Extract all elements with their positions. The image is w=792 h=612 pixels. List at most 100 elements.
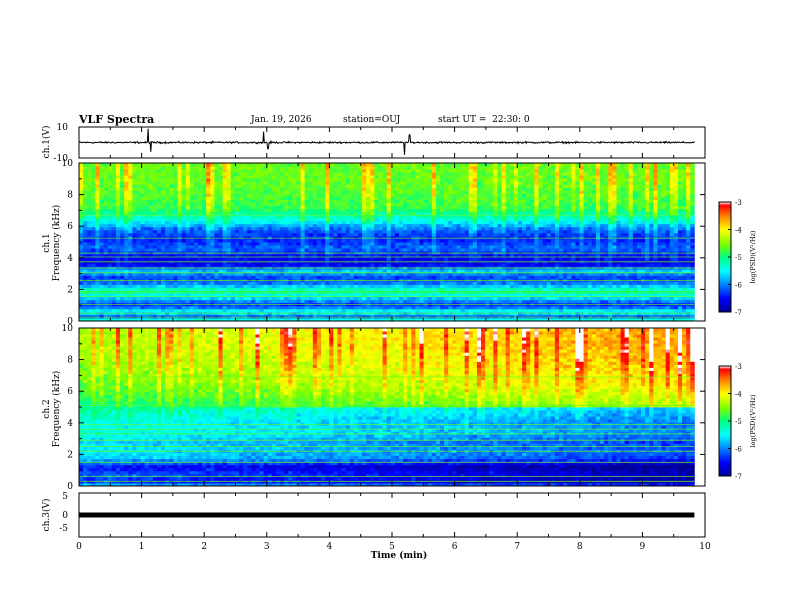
ch1-spectrogram-cell [255,314,260,319]
ch1-spectrogram-cell [165,299,170,304]
ch1-spectrogram-cell [632,287,638,292]
ch1-spectrogram-cell [444,308,449,313]
ch1-spectrogram-cell [144,314,150,319]
ch1-spectrogram-cell [448,269,453,273]
ch1-spectrogram-cell [156,263,162,267]
ch1-spectrogram-cell [628,245,634,249]
ch1-spectrogram-cell [251,257,256,261]
ch1-spectrogram-cell [558,242,564,246]
ch1-spectrogram-cell [636,299,642,304]
ch1-spectrogram-cell [312,272,318,276]
ch1-spectrogram-cell [653,290,658,295]
ch1-spectrogram-cell [415,314,420,319]
ch1-spectrogram-cell [571,287,576,292]
ch1-spectrogram-cell [222,220,228,225]
ch1-spectrogram-cell [398,257,404,261]
ch1-spectrogram-cell [444,314,449,319]
ch1-spectrogram-cell [538,281,543,285]
ch1-spectrogram-cell [185,296,191,301]
ch1-spectrogram-cell [411,254,416,258]
ch1-spectrogram-cell [312,299,318,304]
ch1-spectrogram-cell [550,248,556,252]
ch1-spectrogram-cell [497,317,502,322]
ch1-spectrogram-cell [686,308,691,313]
ch1-spectrogram-cell [284,223,289,228]
ch1-spectrogram-cell [370,235,375,240]
ch1-spectrogram-cell [267,263,273,267]
ch1-spectrogram-cell [587,242,593,246]
ch1-spectrogram-cell [493,223,498,228]
ch1-spectrogram-cell [341,305,347,310]
ch1-spectrogram-cell [460,245,466,249]
ch1-spectrogram-cell [210,226,215,231]
ch1-spectrogram-cell [431,254,437,258]
ch1-spectrogram-cell [690,305,695,310]
ch1-spectrogram-cell [394,238,400,243]
ch1-spectrogram-cell [128,238,133,243]
ch1-spectrogram-cell [238,278,244,282]
ch1-spectrogram-cell [263,287,269,292]
ch1-spectrogram-cell [636,278,642,282]
ch1-spectrogram-cell [267,296,273,301]
ch1-spectrogram-cell [247,269,252,273]
ch1-spectrogram-cell [214,308,219,313]
ch1-spectrogram-cell [99,290,105,295]
ch1-spectrogram-cell [124,311,129,316]
ch1-spectrogram-cell [686,226,691,231]
ch1-spectrogram-cell [91,287,96,292]
ch1-spectrogram-cell [415,269,420,273]
ch1-spectrogram-cell [382,232,388,237]
ch1-spectrogram-cell [284,299,289,304]
ch1-spectrogram-cell [247,275,252,279]
ch1-spectrogram-cell [234,305,240,310]
ch1-spectrogram-cell [263,290,269,295]
ch1-spectrogram-cell [161,287,166,292]
ch1-spectrogram-cell [686,305,691,310]
ch1-spectrogram-cell [554,287,560,292]
ch1-spectrogram-cell [497,226,502,231]
ch1-spectrogram-cell [419,305,424,310]
ch1-spectrogram-cell [152,269,158,273]
ch1-spectrogram-cell [206,293,211,298]
ch1-spectrogram-cell [497,293,502,298]
ch1-spectrogram-cell [321,287,326,292]
ch1-spectrogram-cell [641,275,646,279]
ch1-spectrogram-cell [189,305,195,310]
ch1-spectrogram-cell [197,287,203,292]
ch1-spectrogram-cell [263,272,269,276]
ch1-spectrogram-cell [456,314,461,319]
ch1-spectrogram-cell [538,248,543,252]
ch1-spectrogram-cell [411,305,416,310]
ch1-spectrogram-cell [300,311,306,316]
ch1-spectrogram-cell [632,275,638,279]
ch1-spectrogram-cell [243,293,248,298]
ch1-spectrogram-cell [144,245,150,249]
ch1-spectrogram-cell [452,275,457,279]
ch1-spectrogram-cell [407,242,412,246]
ch1-spectrogram-cell [263,242,269,246]
ch1-spectrogram-cell [423,287,429,292]
ch1-spectrogram-cell [476,281,482,285]
ch1-spectrogram-cell [226,263,232,267]
ch1-spectrogram-cell [509,284,515,288]
ch1-spectrogram-cell [604,248,609,252]
ch1-spectrogram-cell [136,226,141,231]
ch1-spectrogram-cell [140,290,146,295]
ch1-spectrogram-cell [234,278,240,282]
ch1-spectrogram-cell [682,281,687,285]
ch1-spectrogram-cell [120,275,125,279]
ch1-spectrogram-cell [374,290,379,295]
ch1-spectrogram-cell [505,235,511,240]
ch1-spectrogram-cell [144,238,150,243]
ch1-spectrogram-cell [226,287,232,292]
ch1-spectrogram-cell [91,226,96,231]
ch1-spectrogram-cell [132,248,137,252]
ch1-spectrogram-cell [513,257,519,261]
ch1-spectrogram-cell [390,305,396,310]
ch1-spectrogram-cell [83,317,88,322]
ch1-spectrogram-cell [210,238,215,243]
ch1-spectrogram-cell [440,278,445,282]
ch1-spectrogram-cell [366,275,371,279]
ch1-spectrogram-cell [460,299,466,304]
ch1-spectrogram-cell [193,308,199,313]
